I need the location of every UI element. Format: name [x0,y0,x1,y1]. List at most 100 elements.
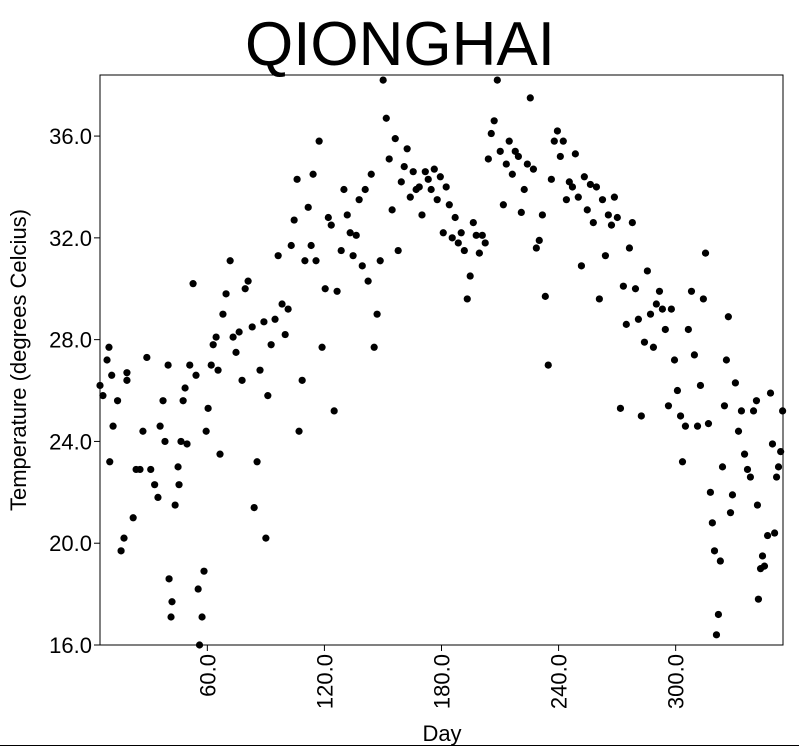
point [616,404,625,412]
point [287,241,295,250]
point [388,206,396,214]
point [634,315,642,323]
point [746,473,755,481]
point [718,463,727,471]
point [607,221,616,229]
point [737,407,746,415]
point [179,397,187,405]
point [165,575,173,583]
point [427,185,435,194]
point [171,501,179,509]
point [391,135,399,143]
point [690,351,699,359]
point [758,552,767,560]
point [256,366,264,374]
point [556,152,564,161]
point [409,168,417,176]
point [113,397,122,405]
point [646,310,655,318]
x-tick-label: 300.0 [664,654,689,709]
point [293,175,301,183]
point [330,407,338,415]
point [655,287,664,295]
y-tick-label: 24.0 [49,429,92,454]
x-axis-label: Day [422,721,461,746]
point [433,196,441,204]
point [222,290,230,298]
point [175,481,183,489]
point [181,384,189,392]
point [568,183,577,191]
point [704,420,713,428]
point [307,241,315,250]
point [281,330,289,339]
point [502,160,510,168]
point [167,613,175,621]
point [136,465,144,474]
point [385,155,393,163]
point [189,280,197,288]
point [529,165,538,173]
point [457,229,465,237]
point [670,356,679,364]
point [183,440,191,448]
point [701,249,710,257]
point [200,567,208,575]
point [628,218,636,227]
point [202,427,210,435]
point [232,348,240,356]
point [772,473,781,481]
point [652,300,660,308]
point [562,196,570,204]
point [271,315,279,323]
point [640,338,649,346]
point [595,295,603,303]
point [734,427,743,435]
point [103,356,111,364]
y-tick-label: 16.0 [49,633,92,658]
point [740,450,749,458]
point [418,211,426,219]
point [262,534,270,542]
point [367,170,375,178]
point [526,94,534,102]
point [186,361,194,369]
chart-title: QIONGHAI [245,10,555,79]
point [451,213,459,222]
point [109,422,117,430]
point [195,641,204,649]
point [658,305,667,313]
point [684,325,692,334]
point [681,422,690,430]
point [535,236,543,245]
point [235,328,243,336]
point [108,371,116,379]
point [520,185,528,194]
point [726,509,735,517]
point [274,252,282,260]
point [505,137,513,145]
point [226,257,234,265]
point [290,216,298,224]
point [676,412,685,420]
point [580,173,588,181]
point [123,376,131,384]
point [753,501,762,509]
point [779,407,787,415]
point [267,341,275,349]
point [752,397,761,405]
point [219,310,227,318]
point [248,323,256,331]
point [720,402,729,410]
point [777,448,785,456]
point [415,183,423,191]
point [139,427,147,435]
point [541,292,549,300]
point [592,183,601,191]
point [159,397,167,405]
point [574,193,582,201]
point [664,402,673,410]
point [743,465,752,474]
point [304,203,312,211]
point [214,366,222,374]
